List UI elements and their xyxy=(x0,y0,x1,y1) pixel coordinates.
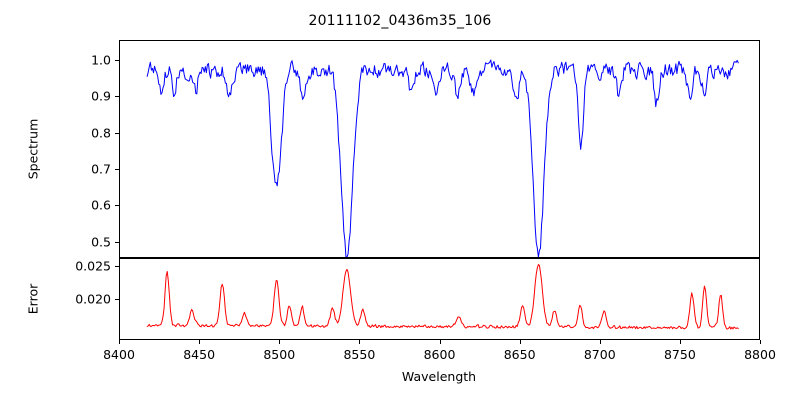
x-tick-label: 8700 xyxy=(583,347,616,362)
x-tick-label: 8600 xyxy=(423,347,456,362)
y-tick-label-spectrum: 0.5 xyxy=(91,234,111,250)
y-tick-mark-error xyxy=(115,299,119,301)
y-tick-mark-spectrum xyxy=(115,96,119,98)
error-series-svg xyxy=(120,259,759,339)
x-tick-label: 8400 xyxy=(103,347,135,362)
x-tick-mark xyxy=(199,340,201,344)
x-tick-mark xyxy=(679,340,681,344)
y-tick-label-spectrum: 0.6 xyxy=(91,197,111,213)
y-axis-label-spectrum: Spectrum xyxy=(25,118,41,180)
y-tick-mark-spectrum xyxy=(115,132,119,134)
x-tick-mark xyxy=(760,340,762,344)
x-tick-label: 8450 xyxy=(183,347,216,362)
y-tick-mark-spectrum xyxy=(115,168,119,171)
x-tick-mark xyxy=(599,340,601,344)
y-tick-mark-spectrum xyxy=(115,205,119,207)
x-tick-label: 8650 xyxy=(503,347,536,362)
x-tick-mark xyxy=(119,340,121,344)
y-tick-label-spectrum: 0.8 xyxy=(91,125,111,141)
y-tick-label-error: 0.025 xyxy=(75,258,111,274)
y-tick-label-spectrum: 1.0 xyxy=(91,52,111,68)
page-title: 20111102_0436m35_106 xyxy=(308,13,492,29)
x-tick-mark xyxy=(519,340,521,344)
x-tick-mark xyxy=(359,340,361,344)
x-tick-label: 8800 xyxy=(744,347,776,362)
spectrum-line xyxy=(147,60,738,257)
y-tick-mark-spectrum xyxy=(115,59,119,62)
y-tick-mark-error xyxy=(115,266,119,268)
error-line xyxy=(147,265,738,330)
x-tick-label: 8550 xyxy=(343,347,376,362)
y-tick-label-spectrum: 0.9 xyxy=(91,88,111,104)
x-axis-label-wavelength: Wavelength xyxy=(401,369,477,384)
spectrum-series-svg xyxy=(120,41,759,257)
x-tick-label: 8750 xyxy=(663,347,696,362)
x-tick-mark xyxy=(279,340,281,344)
y-tick-label-spectrum: 0.7 xyxy=(91,161,111,177)
x-tick-mark xyxy=(439,340,441,344)
y-axis-label-error: Error xyxy=(25,283,41,315)
y-tick-mark-spectrum xyxy=(115,241,119,243)
error-plot-panel xyxy=(119,258,760,340)
y-tick-label-error: 0.020 xyxy=(75,291,111,307)
x-tick-label: 8500 xyxy=(263,347,296,362)
spectrum-plot-panel xyxy=(119,40,760,258)
